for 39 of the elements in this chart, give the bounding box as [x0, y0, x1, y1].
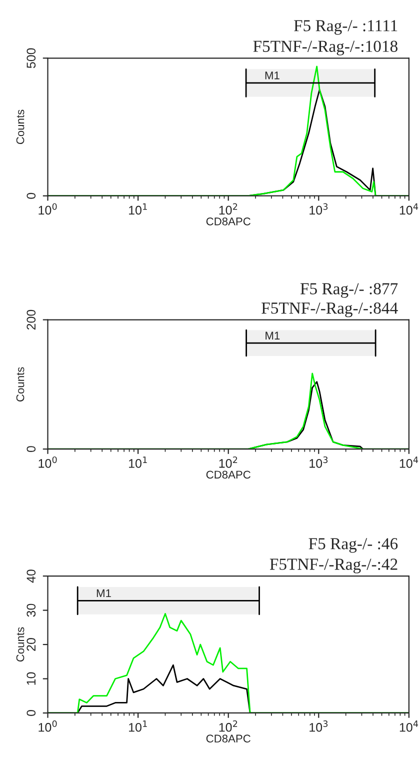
x-tick-label: 10$^{0}$: [38, 720, 57, 732]
y-tick-label: 10: [26, 672, 36, 685]
x-tick-label: 10$^{4}$: [400, 456, 418, 468]
text: F5TNF-/-Rag-/-:844: [262, 302, 398, 318]
x-tick-label: 10$^{2}$: [219, 203, 238, 215]
y-axis-title: Counts: [16, 627, 24, 662]
y-tick-label: 0: [26, 446, 36, 452]
x-tick-label: 10$^{3}$: [310, 203, 328, 215]
x-tick-label: 10$^{1}$: [129, 203, 147, 215]
band-label: M1: [265, 72, 280, 80]
y-axis-title: Counts: [16, 110, 24, 144]
text: F5 Rag-/- :877: [300, 283, 398, 298]
y-tick-label: 20: [26, 638, 36, 651]
band-label: M1: [266, 332, 280, 340]
x-tick-label: 10$^{2}$: [219, 720, 238, 732]
x-tick-label: 10$^{3}$: [310, 456, 328, 468]
y-tick-label: 200: [26, 310, 36, 330]
x-tick-label: 10$^{4}$: [400, 203, 418, 215]
x-tick-label: 10$^{0}$: [38, 456, 57, 468]
y-tick-label: 40: [26, 570, 36, 583]
x-axis-title: CD8APC: [206, 734, 250, 743]
x-tick-label: 10$^{3}$: [310, 720, 328, 732]
text: F5 Rag-/- :1111: [294, 20, 398, 35]
y-tick-label: 500: [26, 48, 36, 68]
text: F5 Rag-/- :46: [308, 538, 398, 553]
x-tick-label: 10$^{2}$: [219, 456, 238, 468]
y-axis-title: Counts: [16, 367, 24, 402]
y-tick-label: 30: [26, 604, 36, 617]
x-tick-label: 10$^{4}$: [400, 720, 418, 732]
y-tick-label: 0: [26, 710, 36, 716]
text: F5TNF-/-Rag-/-:1018: [253, 40, 398, 56]
x-tick-label: 10$^{0}$: [38, 203, 57, 215]
x-tick-label: 10$^{1}$: [129, 456, 147, 468]
text: F5TNF-/-Rag-/-:42: [270, 558, 398, 574]
band-label: M1: [96, 589, 111, 598]
x-tick-label: 10$^{1}$: [129, 720, 147, 732]
x-axis-title: CD8APC: [206, 218, 250, 226]
y-tick-label: 0: [26, 192, 36, 199]
x-axis-title: CD8APC: [206, 470, 250, 479]
